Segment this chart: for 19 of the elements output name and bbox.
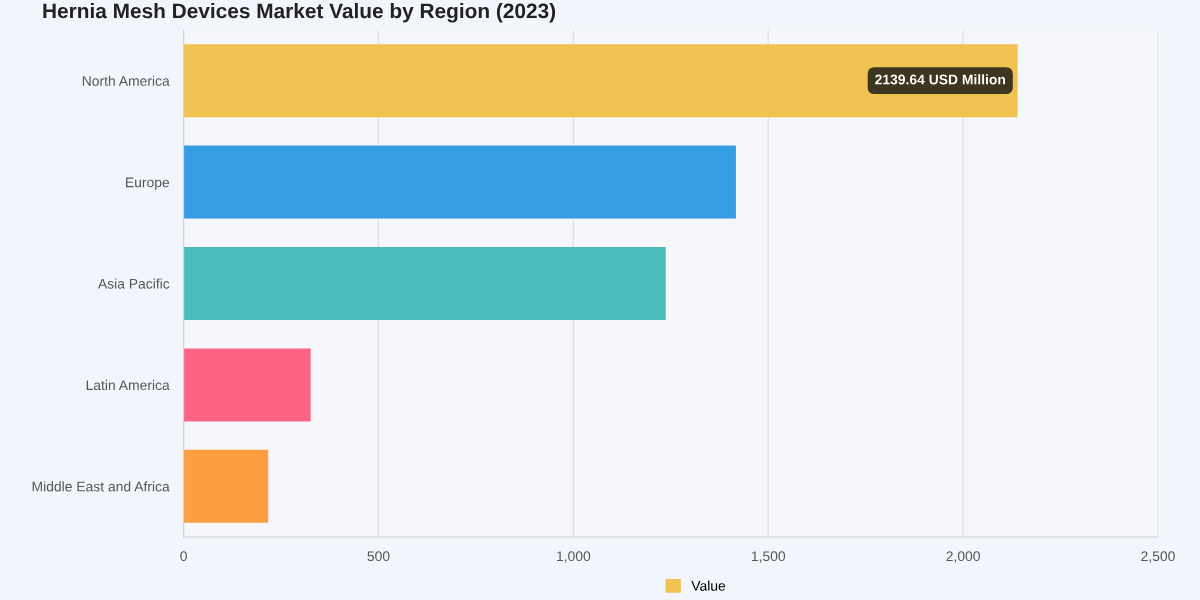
x-tick-label: 2,000: [946, 551, 980, 563]
bar: [183, 44, 1018, 118]
y-tick-label: Europe: [126, 177, 170, 191]
bar: [183, 449, 269, 523]
x-tick-label: 0: [180, 551, 187, 562]
bar: [183, 145, 736, 219]
y-tick-label: Middle East and Africa: [32, 481, 170, 492]
annotation: 2139.64 USD Million: [875, 74, 1005, 85]
y-tick-label: Asia Pacific: [97, 278, 170, 289]
x-tick-label: 500: [367, 551, 390, 562]
x-tick-label: 1,500: [751, 551, 786, 563]
y-tick-label: Latin America: [86, 379, 170, 391]
bar: [183, 247, 666, 320]
x-tick-label: 2,500: [1141, 551, 1175, 563]
bar: [183, 348, 311, 422]
x-tick-label: 1,000: [557, 551, 591, 563]
y-tick-label: North America: [82, 75, 170, 86]
legend-label: Value: [691, 580, 726, 591]
chart-title: Hernia Mesh Devices Market Value by Region (2023): [43, 3, 556, 23]
